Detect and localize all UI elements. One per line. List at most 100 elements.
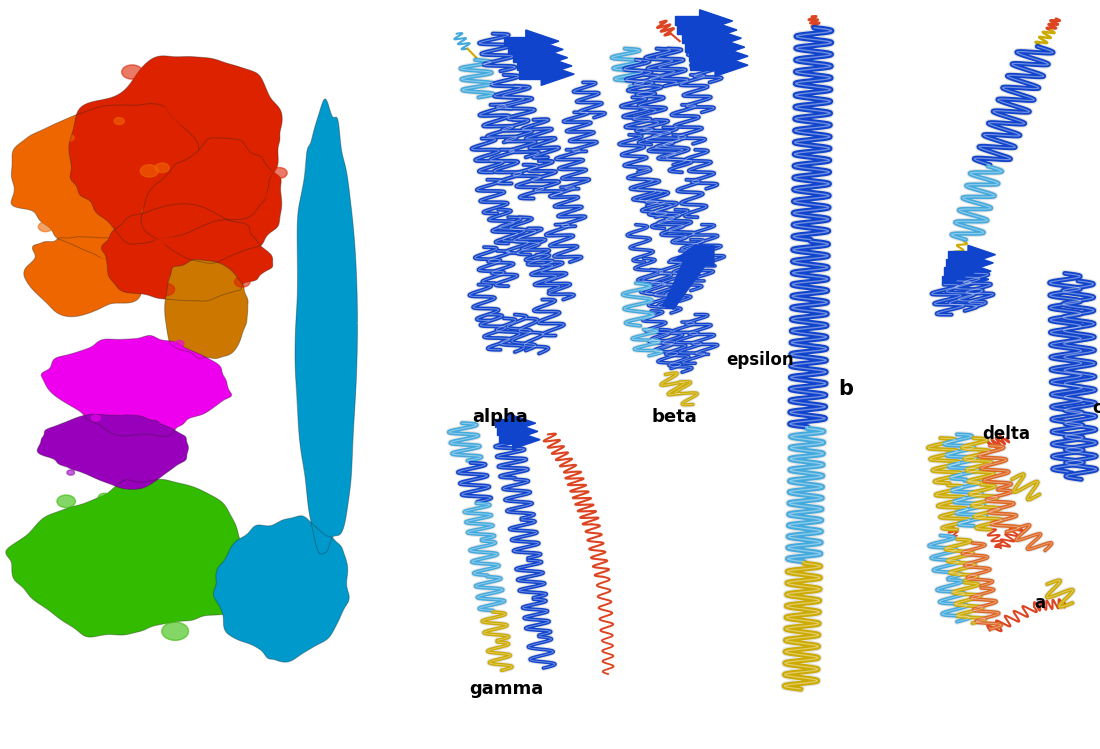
Circle shape <box>141 165 158 177</box>
Circle shape <box>168 178 185 189</box>
Polygon shape <box>662 261 698 309</box>
Polygon shape <box>497 428 510 435</box>
Polygon shape <box>663 261 703 309</box>
Circle shape <box>162 622 188 640</box>
Polygon shape <box>678 244 704 265</box>
Circle shape <box>209 223 228 236</box>
Circle shape <box>332 290 340 294</box>
Circle shape <box>256 191 267 198</box>
Circle shape <box>91 415 100 421</box>
Circle shape <box>156 283 175 296</box>
Polygon shape <box>513 430 540 449</box>
Circle shape <box>209 234 220 241</box>
Circle shape <box>157 106 187 126</box>
Circle shape <box>186 279 194 283</box>
Polygon shape <box>41 336 232 437</box>
Polygon shape <box>948 251 968 258</box>
Text: beta: beta <box>651 408 697 426</box>
Circle shape <box>65 135 74 141</box>
Text: epsilon: epsilon <box>726 351 793 369</box>
Polygon shape <box>526 30 559 52</box>
Polygon shape <box>676 25 704 34</box>
Polygon shape <box>712 36 745 58</box>
Circle shape <box>98 494 110 502</box>
Polygon shape <box>24 237 152 317</box>
Circle shape <box>192 80 217 96</box>
Circle shape <box>196 373 208 381</box>
Circle shape <box>59 274 66 279</box>
Circle shape <box>50 152 69 166</box>
Circle shape <box>132 222 140 228</box>
Polygon shape <box>663 261 696 309</box>
Polygon shape <box>508 45 530 54</box>
Polygon shape <box>675 244 702 265</box>
Polygon shape <box>541 63 574 85</box>
Circle shape <box>82 437 97 447</box>
Circle shape <box>100 198 112 206</box>
Circle shape <box>242 270 257 280</box>
Polygon shape <box>682 245 708 266</box>
Circle shape <box>234 276 250 287</box>
Circle shape <box>62 275 75 284</box>
Circle shape <box>39 222 53 231</box>
Circle shape <box>57 495 76 508</box>
Circle shape <box>142 207 158 218</box>
Circle shape <box>158 234 173 243</box>
Polygon shape <box>499 436 513 443</box>
Polygon shape <box>11 103 199 263</box>
Polygon shape <box>517 61 539 70</box>
Polygon shape <box>519 70 541 79</box>
Polygon shape <box>685 43 712 52</box>
Circle shape <box>264 613 271 617</box>
Circle shape <box>154 239 163 245</box>
Circle shape <box>67 470 75 475</box>
Circle shape <box>197 164 208 172</box>
Circle shape <box>188 377 197 383</box>
Circle shape <box>94 570 109 581</box>
Circle shape <box>62 365 70 371</box>
Polygon shape <box>675 16 700 25</box>
Circle shape <box>95 506 118 522</box>
Polygon shape <box>685 245 710 266</box>
Circle shape <box>175 341 184 347</box>
Polygon shape <box>69 56 283 244</box>
Polygon shape <box>508 413 536 433</box>
Polygon shape <box>690 246 714 267</box>
Polygon shape <box>213 516 349 662</box>
Polygon shape <box>715 54 748 76</box>
Text: a: a <box>1034 594 1045 612</box>
Circle shape <box>184 334 190 339</box>
Polygon shape <box>689 52 715 61</box>
Polygon shape <box>680 245 706 265</box>
Polygon shape <box>704 19 737 41</box>
Circle shape <box>73 459 79 464</box>
Circle shape <box>206 506 221 517</box>
Circle shape <box>173 447 182 453</box>
Circle shape <box>100 256 109 262</box>
Circle shape <box>212 326 220 331</box>
Circle shape <box>122 65 143 79</box>
Polygon shape <box>664 261 706 309</box>
Polygon shape <box>708 27 741 49</box>
Polygon shape <box>968 246 996 264</box>
Circle shape <box>79 622 90 629</box>
Circle shape <box>198 178 211 187</box>
Polygon shape <box>964 262 991 280</box>
Circle shape <box>191 583 206 594</box>
Polygon shape <box>688 245 712 266</box>
Circle shape <box>229 117 254 134</box>
Circle shape <box>299 412 305 416</box>
Circle shape <box>101 233 112 240</box>
Circle shape <box>141 258 146 262</box>
Circle shape <box>155 163 169 172</box>
Circle shape <box>272 168 287 178</box>
Circle shape <box>337 192 342 195</box>
Circle shape <box>114 118 124 124</box>
Circle shape <box>250 546 260 553</box>
Polygon shape <box>141 138 282 264</box>
Polygon shape <box>101 204 273 301</box>
Polygon shape <box>961 270 989 288</box>
Circle shape <box>229 169 246 181</box>
Polygon shape <box>539 55 572 77</box>
Polygon shape <box>6 479 248 637</box>
